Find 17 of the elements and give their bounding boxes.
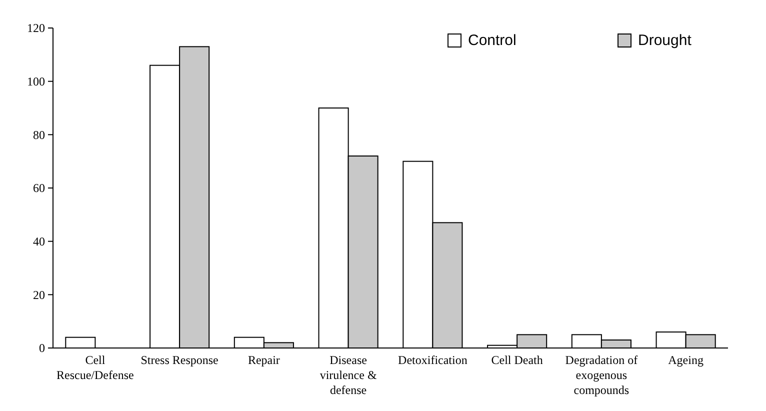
x-tick-label: Degradation of exogenous compounds <box>565 353 638 397</box>
y-tick-label: 20 <box>33 288 45 302</box>
y-tick-label: 80 <box>33 128 45 142</box>
y-tick-label: 100 <box>27 74 45 89</box>
x-tick-label: Ageing <box>668 353 704 367</box>
x-tick-label: Cell Rescue/Defense <box>56 353 134 382</box>
y-tick-label: 40 <box>33 234 45 249</box>
legend-label: Drought <box>638 32 692 49</box>
x-tick-label: Cell Death <box>491 353 543 367</box>
legend-label: Control <box>468 32 516 49</box>
x-tick-label: Repair <box>248 353 280 367</box>
x-tick-label: Stress Response <box>140 353 218 367</box>
y-tick-label: 60 <box>33 181 45 196</box>
x-tick-label: Disease virulence & defense <box>320 353 378 397</box>
y-tick-label: 120 <box>27 21 45 36</box>
x-tick-label: Detoxification <box>398 353 468 367</box>
y-tick-label: 0 <box>39 341 45 356</box>
